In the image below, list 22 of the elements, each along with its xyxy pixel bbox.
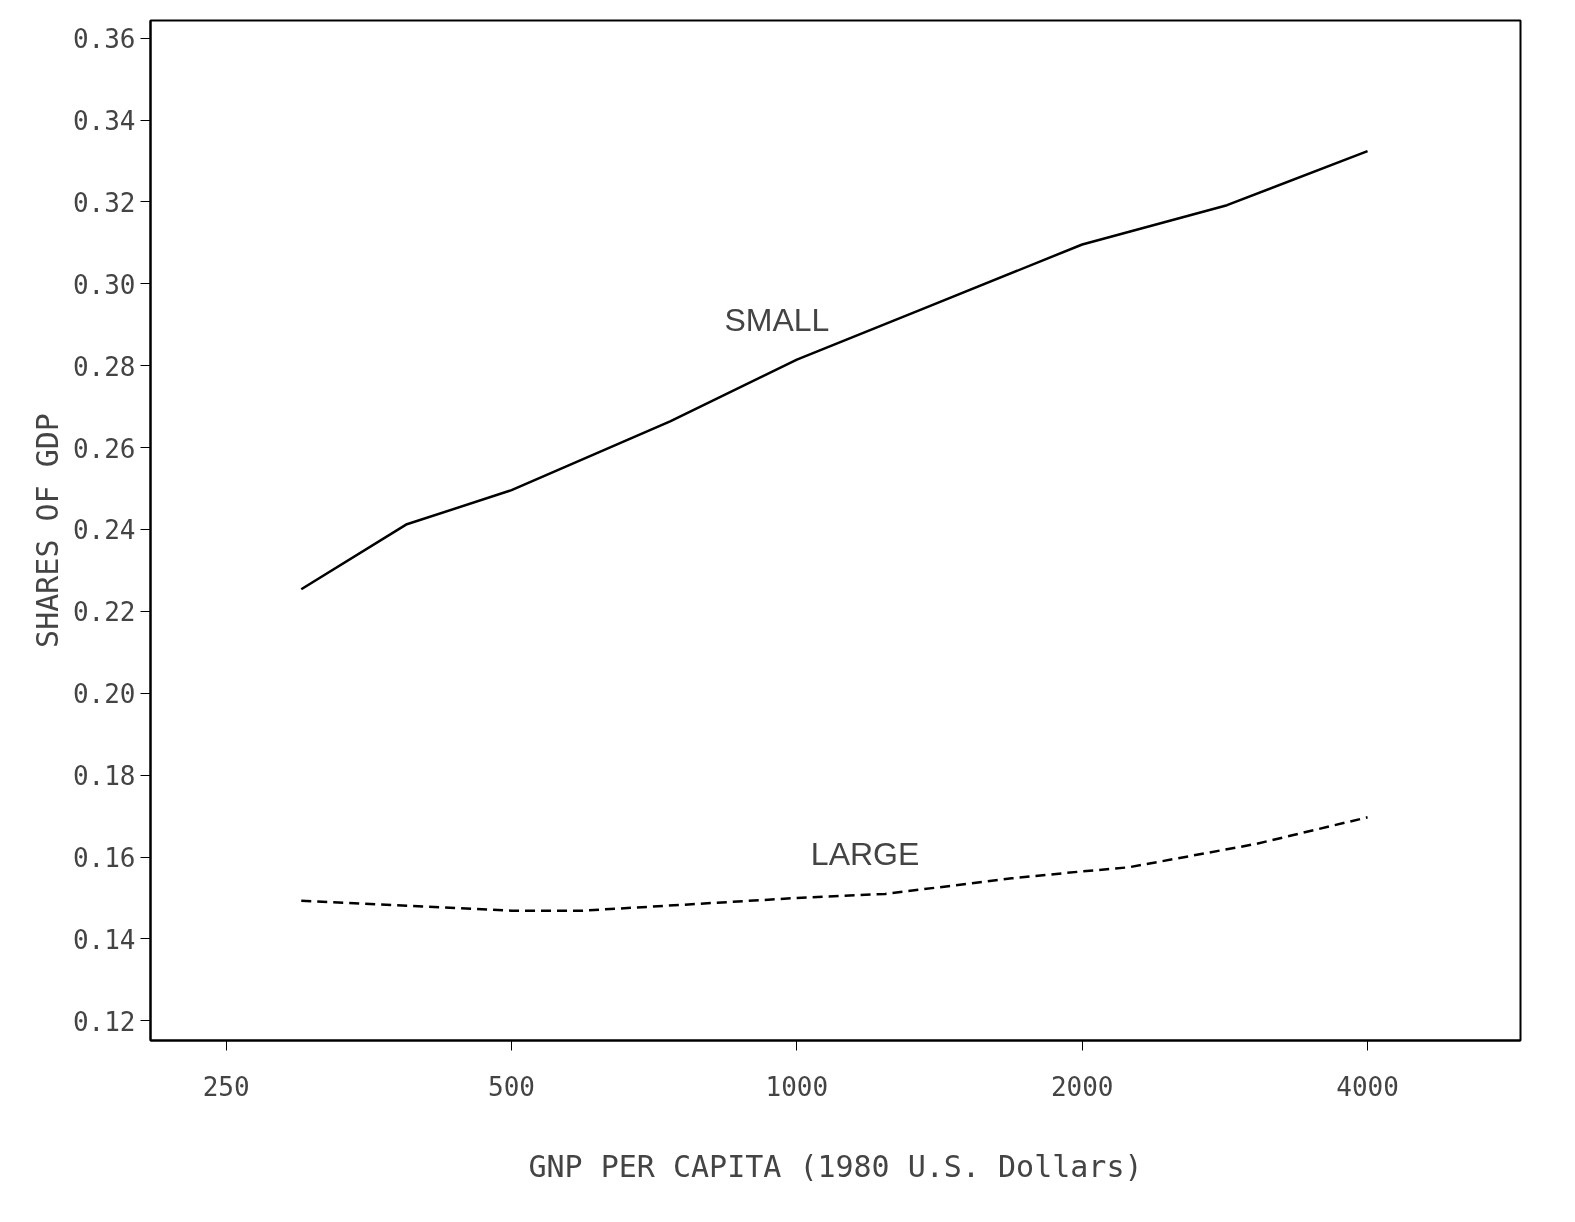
- x-tick-label: 250: [202, 1071, 250, 1102]
- y-tick-label: 0.12: [72, 1006, 136, 1037]
- y-tick-label: 0.14: [72, 924, 136, 955]
- x-axis-title: GNP PER CAPITA (1980 U.S. Dollars): [528, 1148, 1143, 1184]
- y-tick-label: 0.16: [72, 843, 136, 874]
- y-tick-label: 0.32: [72, 187, 136, 218]
- x-tick-label: 500: [488, 1071, 536, 1102]
- y-tick-label: 0.20: [72, 679, 136, 710]
- y-tick-label: 0.36: [72, 24, 136, 55]
- y-tick-label: 0.28: [72, 351, 136, 382]
- y-tick-label: 0.26: [72, 433, 136, 464]
- x-tick-label: 2000: [1050, 1071, 1114, 1102]
- y-tick-label: 0.24: [72, 515, 136, 546]
- y-tick-label: 0.30: [72, 269, 136, 300]
- series-label: LARGE: [810, 835, 920, 872]
- series-label: SMALL: [724, 301, 830, 338]
- y-tick-label: 0.18: [72, 761, 136, 792]
- x-tick-label: 4000: [1336, 1071, 1399, 1102]
- x-tick-label: 1000: [765, 1071, 829, 1102]
- y-tick-label: 0.22: [72, 597, 136, 628]
- y-tick-label: 0.34: [72, 106, 136, 136]
- y-axis-title: SHARES OF GDP: [29, 413, 65, 648]
